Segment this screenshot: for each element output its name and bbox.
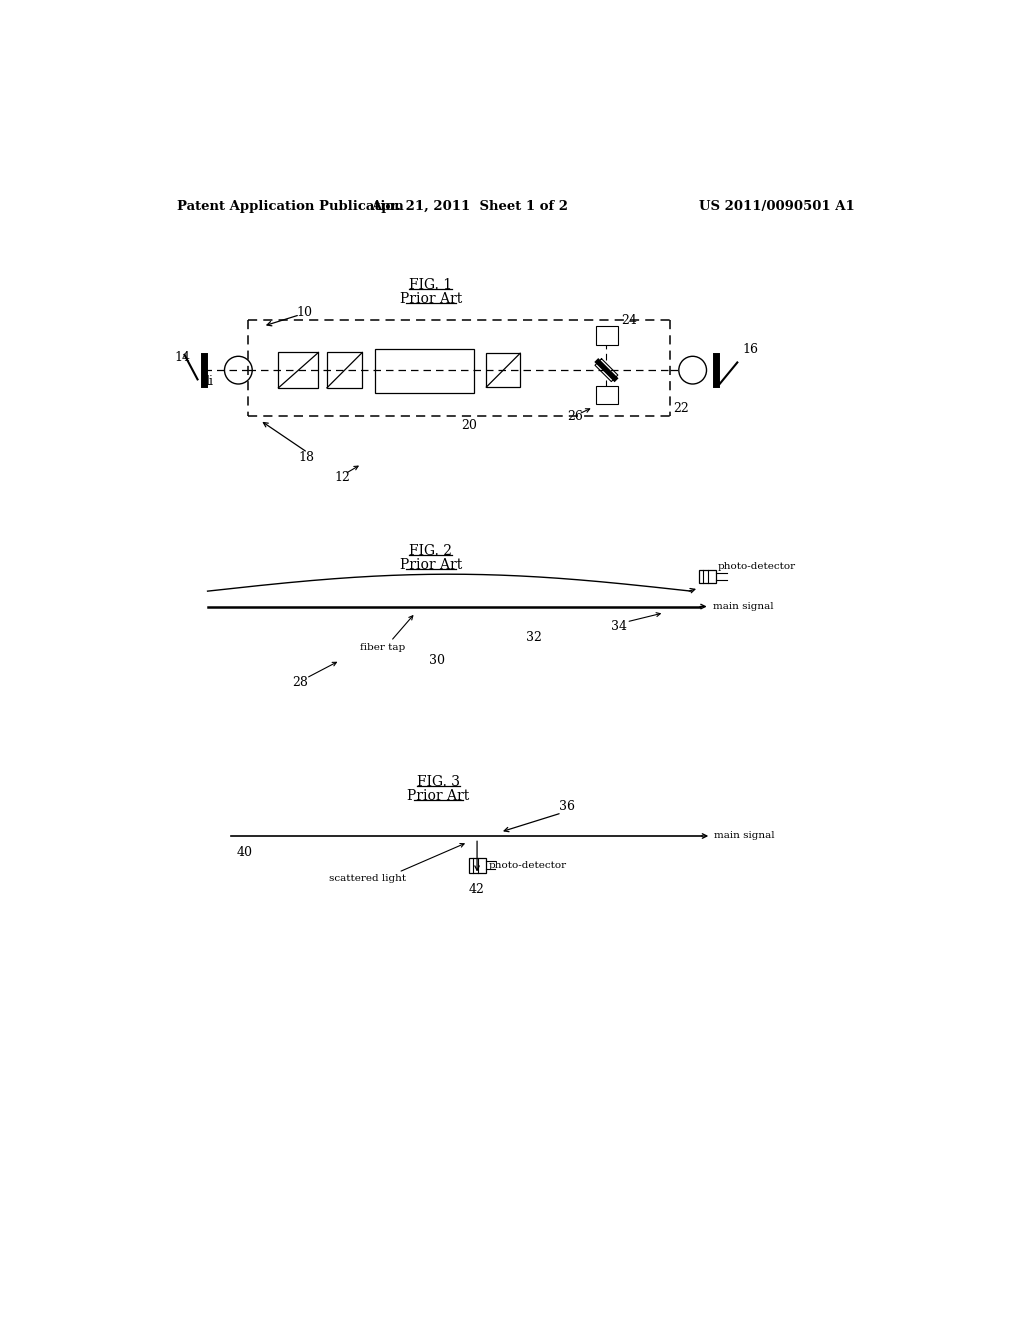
Text: photo-detector: photo-detector [717, 562, 796, 572]
Text: 24: 24 [622, 314, 638, 326]
Text: 18: 18 [298, 450, 314, 463]
Bar [327, 352, 362, 388]
Text: Prior Art: Prior Art [408, 789, 470, 803]
Text: 20: 20 [462, 418, 477, 432]
Text: FIG. 1: FIG. 1 [410, 279, 453, 293]
Text: 12: 12 [335, 471, 350, 484]
Text: 36: 36 [559, 800, 575, 813]
Text: FIG. 3: FIG. 3 [417, 775, 460, 789]
Text: Prior Art: Prior Art [399, 558, 462, 572]
Text: 28: 28 [292, 676, 308, 689]
Text: FIG. 2: FIG. 2 [410, 544, 453, 558]
Bar [469, 858, 485, 873]
Text: 22: 22 [674, 403, 689, 416]
Text: scattered light: scattered light [329, 874, 407, 883]
Text: photo-detector: photo-detector [488, 861, 566, 870]
Bar [486, 354, 520, 387]
Text: 32: 32 [526, 631, 542, 644]
Text: Apr. 21, 2011  Sheet 1 of 2: Apr. 21, 2011 Sheet 1 of 2 [371, 199, 568, 213]
Text: Patent Application Publication: Patent Application Publication [177, 199, 403, 213]
Bar [596, 385, 617, 404]
Text: fiber tap: fiber tap [360, 643, 406, 652]
Text: 10: 10 [296, 306, 312, 319]
Bar [376, 348, 474, 393]
Text: 26: 26 [567, 409, 584, 422]
Bar [698, 570, 716, 583]
Text: main signal: main signal [713, 602, 773, 611]
Text: 14: 14 [175, 351, 190, 363]
Bar [596, 326, 617, 345]
Text: main signal: main signal [714, 832, 775, 841]
Text: Prior Art: Prior Art [399, 292, 462, 306]
Text: 40: 40 [237, 846, 253, 859]
Text: 34: 34 [610, 620, 627, 634]
Text: US 2011/0090501 A1: US 2011/0090501 A1 [698, 199, 854, 213]
Bar [279, 352, 318, 388]
Text: 16: 16 [742, 343, 759, 356]
Text: 30: 30 [429, 653, 445, 667]
Text: 42: 42 [469, 883, 485, 896]
Text: li: li [205, 375, 213, 388]
